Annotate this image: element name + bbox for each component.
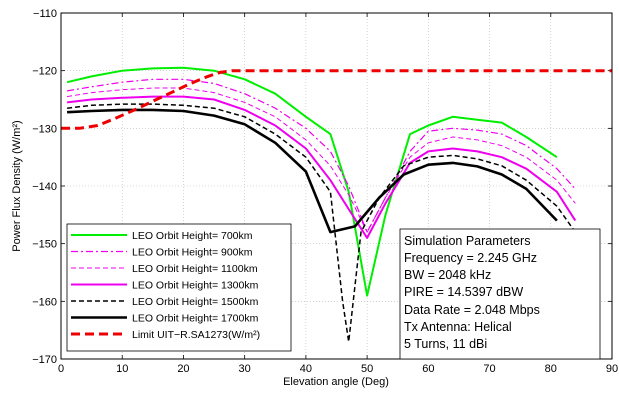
x-tick-label: 40 xyxy=(300,363,312,375)
y-tick-labels: −170 −160 −150 −140 −130 −120 −110 xyxy=(32,8,57,366)
x-tick-label: 90 xyxy=(606,363,618,375)
x-tick-label: 70 xyxy=(483,363,495,375)
y-tick-label: −170 xyxy=(32,354,57,366)
x-tick-label: 10 xyxy=(116,363,128,375)
x-tick-label: 80 xyxy=(545,363,557,375)
series-line-3 xyxy=(67,87,576,233)
legend: LEO Orbit Height= 700km LEO Orbit Height=… xyxy=(66,223,292,352)
param-title: Simulation Parameters xyxy=(404,234,530,248)
x-tick-label: 60 xyxy=(422,363,434,375)
legend-label-5: LEO Orbit Height= 1500km xyxy=(132,296,259,308)
param-antenna: Tx Antenna: Helical xyxy=(404,320,512,334)
param-pire: PIRE = 14.5397 dBW xyxy=(404,285,523,299)
y-tick-label: −150 xyxy=(32,239,57,251)
y-tick-label: −160 xyxy=(32,296,57,308)
legend-label-2: LEO Orbit Height= 900km xyxy=(132,247,253,259)
x-tick-label: 0 xyxy=(58,363,64,375)
y-tick-label: −110 xyxy=(33,8,57,20)
plot-frame xyxy=(60,12,613,360)
y-tick-label: −140 xyxy=(32,181,57,193)
param-turns-gain: 5 Turns, 11 dBi xyxy=(404,337,487,351)
y-tick-label: −130 xyxy=(32,123,57,135)
series-layer xyxy=(61,66,612,343)
legend-label-4: LEO Orbit Height= 1300km xyxy=(132,280,259,292)
y-axis-label: Power Flux Density (W/m²) xyxy=(11,120,23,251)
simulation-parameters-box: Simulation Parameters Frequency = 2.245 … xyxy=(399,228,601,360)
x-tick-label: 20 xyxy=(177,363,189,375)
param-bandwidth: BW = 2048 kHz xyxy=(404,268,491,282)
legend-label-1: LEO Orbit Height= 700km xyxy=(132,230,253,242)
legend-box xyxy=(66,223,292,352)
series-line-4 xyxy=(66,95,577,239)
x-tick-labels: 0 10 20 30 40 50 60 70 80 90 xyxy=(58,363,618,375)
series-line-6 xyxy=(67,108,558,234)
x-tick-label: 30 xyxy=(239,363,251,375)
parameters-frame xyxy=(399,228,601,360)
series-line-1 xyxy=(66,66,558,297)
y-tick-label: −120 xyxy=(32,66,57,78)
legend-label-6: LEO Orbit Height= 1700km xyxy=(132,313,259,325)
x-tick-label: 50 xyxy=(361,363,373,375)
legend-label-3: LEO Orbit Height= 1100km xyxy=(132,263,258,275)
series-line-7 xyxy=(61,69,612,130)
x-axis-label: Elevation angle (Deg) xyxy=(283,376,389,388)
legend-label-7: Limit UIT−R.SA1273(W/m²) xyxy=(132,329,260,341)
param-frequency: Frequency = 2.245 GHz xyxy=(404,251,537,265)
series-line-5 xyxy=(67,103,576,343)
series-line-2 xyxy=(67,78,576,233)
param-data-rate: Data Rate = 2.048 Mbps xyxy=(404,303,540,317)
